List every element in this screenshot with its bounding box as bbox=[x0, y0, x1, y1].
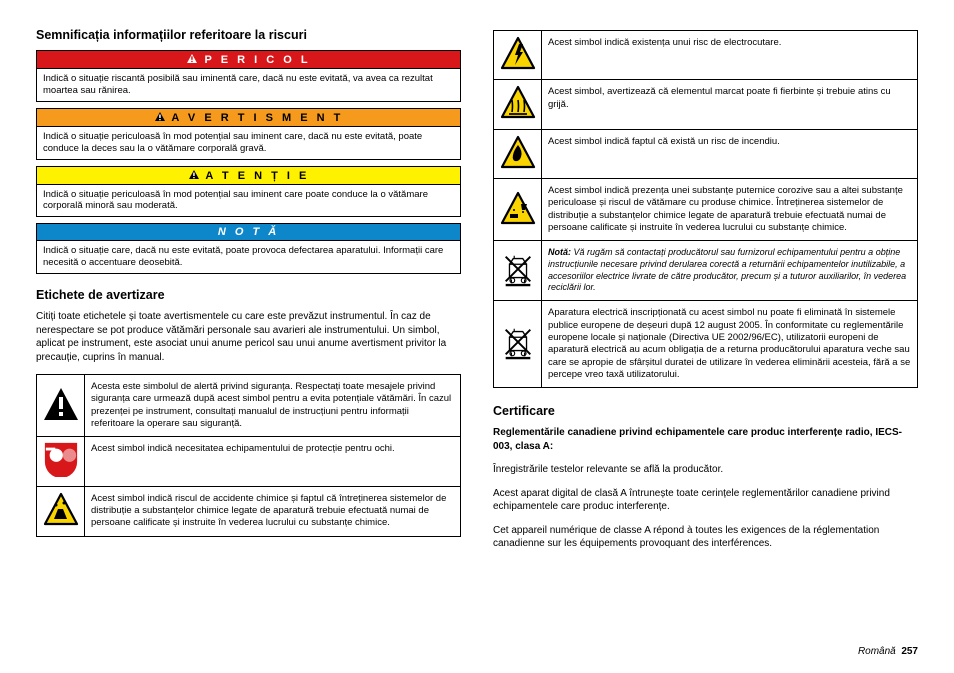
icon-text: Acest simbol indică faptul că există un … bbox=[542, 129, 918, 178]
weee-icon bbox=[494, 301, 542, 388]
icon-text: Acest simbol indică existența unui risc … bbox=[542, 31, 918, 80]
cert-p1: Înregistrările testelor relevante se afl… bbox=[493, 463, 918, 477]
cert-p3: Cet appareil numérique de classe A répon… bbox=[493, 524, 918, 551]
hazard-pericol-label: P E R I C O L bbox=[205, 54, 311, 66]
icon-text: Aparatura electrică inscripționată cu ac… bbox=[542, 301, 918, 388]
footer-language: Română bbox=[858, 646, 896, 657]
icon-text: Acesta este simbolul de alertă privind s… bbox=[85, 375, 461, 437]
hazard-avertisment-body: Indică o situație periculoasă în mod pot… bbox=[36, 126, 461, 160]
hazard-avertisment-label: A V E R T I S M E N T bbox=[171, 112, 343, 124]
hazard-nota-label: N O T Ă bbox=[218, 226, 279, 238]
icon-row: Acest simbol indică prezența unei substa… bbox=[494, 179, 918, 241]
icon-row: Notă: Vă rugăm să contactați producătoru… bbox=[494, 241, 918, 301]
hazard-pericol-body: Indică o situație riscantă posibilă sau … bbox=[36, 68, 461, 102]
section-cert-title: Certificare bbox=[493, 404, 918, 418]
hazard-atentie: A T E N Ț I E Indică o situație periculo… bbox=[36, 166, 461, 218]
right-icon-table: Acest simbol indică existența unui risc … bbox=[493, 30, 918, 388]
shock-icon bbox=[494, 31, 542, 80]
left-column: Semnificația informațiilor referitoare l… bbox=[36, 28, 461, 638]
hazard-atentie-header: A T E N Ț I E bbox=[36, 166, 461, 184]
icon-text: Acest simbol indică riscul de accidente … bbox=[85, 486, 461, 536]
section-labels-title: Etichete de avertizare bbox=[36, 288, 461, 302]
chemical-hazard-icon bbox=[37, 486, 85, 536]
page-footer: Română 257 bbox=[36, 646, 918, 657]
hazard-atentie-body: Indică o situație periculoasă în mod pot… bbox=[36, 184, 461, 218]
hazard-atentie-label: A T E N Ț I E bbox=[205, 170, 309, 182]
icon-text-html: Notă: Vă rugăm să contactați producătoru… bbox=[542, 241, 918, 301]
weee-note-icon bbox=[494, 241, 542, 301]
icon-text: Acest simbol indică necesitatea echipame… bbox=[85, 437, 461, 486]
alert-black-icon bbox=[37, 375, 85, 437]
hazard-nota: N O T Ă Indică o situație care, dacă nu … bbox=[36, 223, 461, 274]
left-icon-table: Acesta este simbolul de alertă privind s… bbox=[36, 374, 461, 537]
eye-protection-icon bbox=[37, 437, 85, 486]
icon-text: Acest simbol indică prezența unei substa… bbox=[542, 179, 918, 241]
fire-icon bbox=[494, 129, 542, 178]
icon-row: Acest simbol indică faptul că există un … bbox=[494, 129, 918, 178]
corrosive-icon bbox=[494, 179, 542, 241]
labels-intro: Citiți toate etichetele și toate avertis… bbox=[36, 310, 461, 364]
hazard-pericol: P E R I C O L Indică o situație riscantă… bbox=[36, 50, 461, 102]
icon-row: Aparatura electrică inscripționată cu ac… bbox=[494, 301, 918, 388]
page-content: Semnificația informațiilor referitoare l… bbox=[36, 28, 918, 638]
hazard-nota-header: N O T Ă bbox=[36, 223, 461, 240]
hazard-nota-body: Indică o situație care, dacă nu este evi… bbox=[36, 240, 461, 274]
hazard-avertisment-header: A V E R T I S M E N T bbox=[36, 108, 461, 126]
icon-row: Acest simbol, avertizează că elementul m… bbox=[494, 80, 918, 129]
icon-text: Acest simbol, avertizează că elementul m… bbox=[542, 80, 918, 129]
hot-surface-icon bbox=[494, 80, 542, 129]
icon-row: Acest simbol indică necesitatea echipame… bbox=[37, 437, 461, 486]
right-column: Acest simbol indică existența unui risc … bbox=[493, 28, 918, 638]
icon-row: Acest simbol indică riscul de accidente … bbox=[37, 486, 461, 536]
hazard-pericol-header: P E R I C O L bbox=[36, 50, 461, 68]
cert-p2: Acest aparat digital de clasă A întruneș… bbox=[493, 487, 918, 514]
icon-row: Acesta este simbolul de alertă privind s… bbox=[37, 375, 461, 437]
cert-subtitle: Reglementările canadiene privind echipam… bbox=[493, 426, 918, 453]
section-risk-title: Semnificația informațiilor referitoare l… bbox=[36, 28, 461, 42]
hazard-avertisment: A V E R T I S M E N T Indică o situație … bbox=[36, 108, 461, 160]
footer-page-number: 257 bbox=[901, 646, 918, 657]
icon-row: Acest simbol indică existența unui risc … bbox=[494, 31, 918, 80]
